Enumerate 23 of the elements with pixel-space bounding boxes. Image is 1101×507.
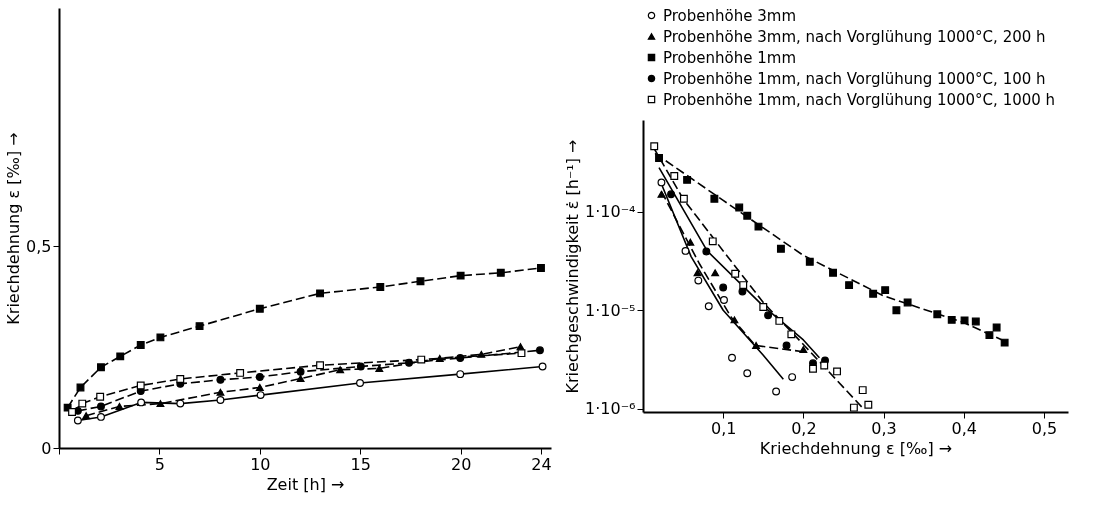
y-axis-title: Kriechdehnung ε [‰] → <box>4 132 24 325</box>
x-tick-label: 0,5 <box>1031 418 1058 438</box>
x-tick-label: 0,3 <box>871 418 897 438</box>
x-tick-label: 15 <box>350 454 371 474</box>
x-tick-label: 10 <box>250 454 271 474</box>
x-tick-label: 0,4 <box>951 418 977 438</box>
x-tick-label: 0,1 <box>710 418 737 438</box>
legend-label: Probenhöhe 1mm <box>663 48 797 67</box>
x-tick-label: 0,2 <box>791 418 817 438</box>
legend-label: Probenhöhe 3mm <box>663 6 797 25</box>
x-axis-title: Zeit [h] → <box>266 474 345 494</box>
x-axis-title: Kriechdehnung ε [‰] → <box>759 438 953 458</box>
x-tick-label: 5 <box>154 454 165 474</box>
legend-label: Probenhöhe 3mm, nach Vorglühung 1000°C, 200 h <box>663 27 1046 46</box>
y-axis-title: Kriechgeschwindigkeit ε̇ [h⁻¹] → <box>563 139 583 394</box>
y-tick-label: 1·10⁻⁶ <box>585 399 636 419</box>
x-tick-label: 20 <box>450 454 472 474</box>
y-tick-label: 0 <box>41 438 52 458</box>
x-tick-label: 24 <box>531 454 552 474</box>
y-tick-label: 1·10⁻⁵ <box>585 300 636 320</box>
legend-label: Probenhöhe 1mm, nach Vorglühung 1000°C, 100 h <box>663 69 1046 88</box>
legend-label: Probenhöhe 1mm, nach Vorglühung 1000°C, 1000 h <box>663 90 1056 109</box>
y-tick-label: 1·10⁻⁴ <box>585 202 636 222</box>
